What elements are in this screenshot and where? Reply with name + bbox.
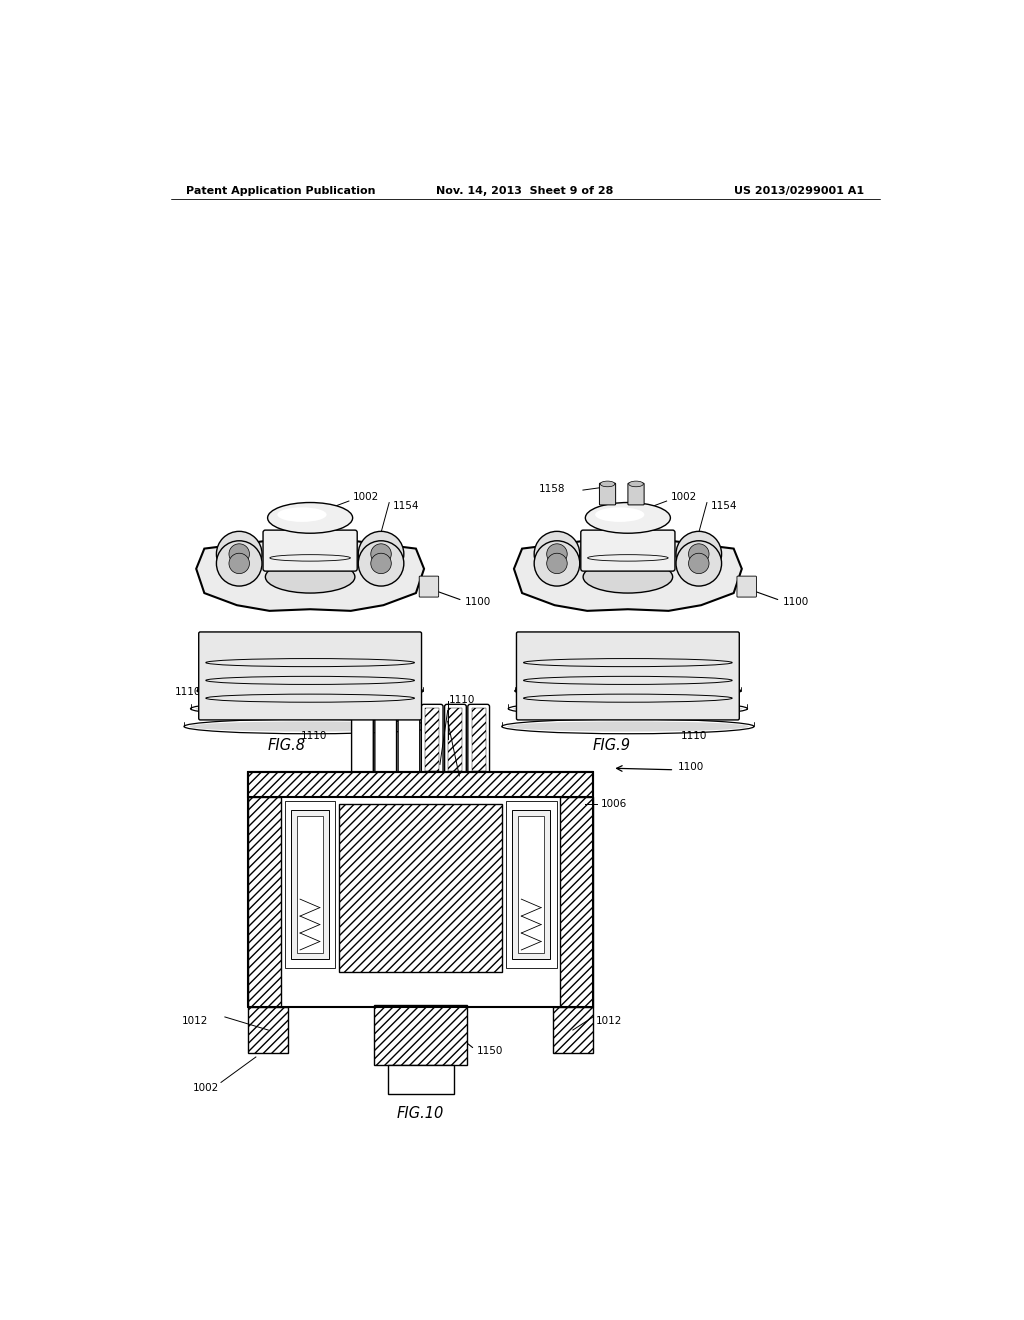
- Ellipse shape: [267, 503, 352, 533]
- Ellipse shape: [196, 704, 425, 714]
- Text: 1012: 1012: [595, 1016, 622, 1026]
- FancyBboxPatch shape: [599, 483, 615, 506]
- Text: 1006: 1006: [450, 718, 475, 727]
- FancyBboxPatch shape: [581, 531, 675, 572]
- Text: 1002: 1002: [352, 492, 379, 502]
- FancyBboxPatch shape: [468, 705, 489, 775]
- Text: FIG.8: FIG.8: [267, 738, 305, 754]
- Bar: [339, 804, 502, 973]
- Text: FIG.10: FIG.10: [397, 1106, 444, 1121]
- Text: 1110: 1110: [174, 686, 201, 697]
- Text: 1006: 1006: [601, 800, 627, 809]
- Text: 1100: 1100: [678, 762, 705, 772]
- Ellipse shape: [583, 561, 673, 593]
- Bar: [512, 810, 550, 960]
- FancyBboxPatch shape: [199, 632, 422, 719]
- Circle shape: [229, 553, 250, 574]
- Text: 1002: 1002: [671, 492, 696, 502]
- Text: 1002: 1002: [193, 1082, 218, 1093]
- Bar: [248, 1007, 289, 1053]
- FancyBboxPatch shape: [351, 705, 374, 775]
- Ellipse shape: [202, 686, 419, 696]
- Ellipse shape: [519, 686, 736, 696]
- Polygon shape: [197, 540, 424, 611]
- FancyBboxPatch shape: [375, 705, 396, 775]
- Text: 1154: 1154: [393, 502, 420, 511]
- FancyBboxPatch shape: [737, 576, 757, 597]
- Text: 1110: 1110: [450, 694, 475, 705]
- Circle shape: [371, 544, 391, 564]
- Bar: [291, 810, 329, 960]
- Circle shape: [371, 553, 391, 574]
- Text: 1100: 1100: [465, 597, 492, 607]
- Circle shape: [216, 532, 262, 577]
- Circle shape: [676, 541, 722, 586]
- Text: 1150: 1150: [476, 1045, 503, 1056]
- FancyBboxPatch shape: [421, 705, 443, 775]
- FancyBboxPatch shape: [398, 705, 420, 775]
- Text: 1110: 1110: [681, 731, 707, 741]
- Bar: [553, 1007, 593, 1053]
- Ellipse shape: [208, 668, 413, 678]
- Text: Patent Application Publication: Patent Application Publication: [186, 186, 376, 195]
- Bar: [506, 800, 557, 969]
- Circle shape: [535, 532, 580, 577]
- Bar: [518, 816, 544, 953]
- Circle shape: [229, 544, 250, 564]
- Circle shape: [688, 553, 709, 574]
- Circle shape: [535, 541, 580, 586]
- Ellipse shape: [595, 507, 644, 521]
- Ellipse shape: [189, 721, 431, 731]
- Ellipse shape: [278, 507, 327, 521]
- Bar: [285, 800, 335, 969]
- Circle shape: [676, 532, 722, 577]
- Ellipse shape: [214, 651, 407, 660]
- Text: 1158: 1158: [539, 483, 565, 494]
- Ellipse shape: [525, 668, 730, 678]
- Ellipse shape: [507, 721, 749, 731]
- Text: Nov. 14, 2013  Sheet 9 of 28: Nov. 14, 2013 Sheet 9 of 28: [436, 186, 613, 195]
- Ellipse shape: [586, 503, 671, 533]
- Text: FIG.9: FIG.9: [593, 738, 631, 754]
- Circle shape: [547, 544, 567, 564]
- FancyBboxPatch shape: [444, 705, 466, 775]
- FancyBboxPatch shape: [628, 483, 644, 506]
- FancyBboxPatch shape: [472, 708, 485, 771]
- FancyBboxPatch shape: [516, 632, 739, 719]
- Ellipse shape: [265, 561, 355, 593]
- Bar: [388, 1065, 454, 1094]
- Bar: [374, 1005, 467, 1065]
- Ellipse shape: [629, 480, 643, 487]
- FancyBboxPatch shape: [419, 576, 438, 597]
- Text: US 2013/0299001 A1: US 2013/0299001 A1: [734, 186, 864, 195]
- Text: 1012: 1012: [182, 1016, 209, 1026]
- FancyBboxPatch shape: [425, 708, 439, 771]
- Circle shape: [547, 553, 567, 574]
- Bar: [560, 797, 593, 1007]
- Circle shape: [688, 544, 709, 564]
- Bar: [297, 816, 323, 953]
- Bar: [248, 772, 593, 797]
- Circle shape: [358, 532, 403, 577]
- FancyBboxPatch shape: [263, 531, 357, 572]
- FancyBboxPatch shape: [449, 708, 463, 771]
- Text: 1004: 1004: [450, 708, 475, 717]
- Text: 1154: 1154: [711, 502, 737, 511]
- Ellipse shape: [531, 651, 724, 660]
- Bar: [248, 797, 281, 1007]
- Polygon shape: [514, 540, 741, 611]
- Circle shape: [216, 541, 262, 586]
- Ellipse shape: [513, 704, 742, 714]
- Text: 1100: 1100: [782, 597, 809, 607]
- Ellipse shape: [600, 480, 614, 487]
- Text: 1110: 1110: [301, 731, 328, 741]
- Circle shape: [358, 541, 403, 586]
